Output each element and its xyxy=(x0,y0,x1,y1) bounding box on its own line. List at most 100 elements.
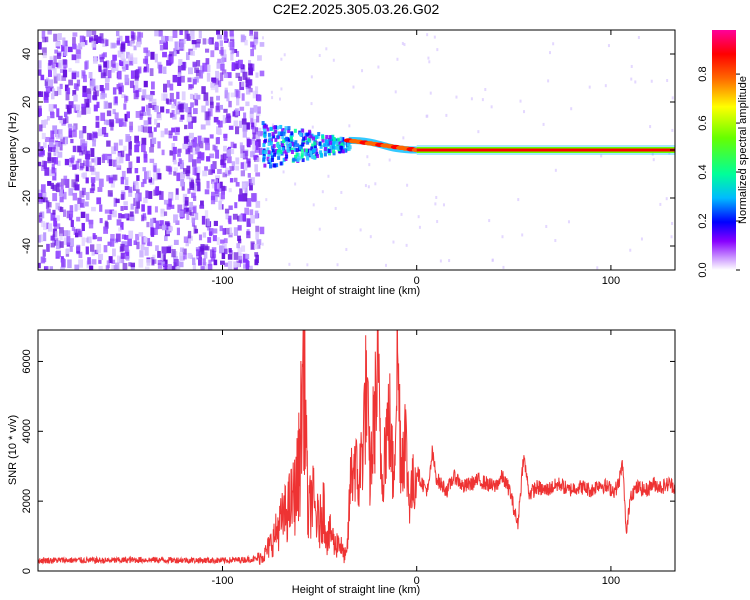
spectrogram-noise-cell xyxy=(253,244,259,250)
spectrogram-noise-cell xyxy=(221,58,225,65)
spectrogram-noise-cell xyxy=(72,192,78,201)
spectrogram-noise-cell xyxy=(173,171,177,176)
spectrogram-sparse-cell xyxy=(394,90,397,94)
spectrogram-noise-cell xyxy=(75,104,81,111)
spectrogram-transition-cell xyxy=(323,146,327,151)
spectrogram-noise-cell xyxy=(91,184,96,191)
spectrogram-noise-cell xyxy=(84,61,88,70)
spectrogram-noise-cell xyxy=(123,145,127,152)
spectrogram-noise-cell xyxy=(168,130,173,135)
spectrogram-noise-cell xyxy=(156,122,161,128)
spectrogram-transition-cell xyxy=(262,124,266,129)
spectrogram-noise-cell xyxy=(149,94,154,102)
spectrogram-noise-cell xyxy=(206,224,211,231)
spectrogram-noise-cell xyxy=(81,173,85,178)
spectrogram-noise-cell xyxy=(124,113,128,122)
spectrogram-transition-cell xyxy=(269,160,273,165)
spectrogram-noise-cell xyxy=(192,195,197,202)
spectrogram-noise-cell xyxy=(202,38,207,45)
spectrogram-noise-cell xyxy=(257,106,261,114)
spectrogram-noise-cell xyxy=(221,245,225,254)
spectrogram-sparse-cell xyxy=(261,242,264,246)
spectrogram-noise-cell xyxy=(154,118,158,125)
spectrogram-noise-cell xyxy=(126,51,130,59)
spectrogram-noise-cell xyxy=(94,156,98,166)
spectrogram-noise-cell xyxy=(223,145,227,152)
spectrogram-transition-cell xyxy=(325,139,329,144)
spectrogram-xtick-label: 0 xyxy=(414,275,420,287)
spectrogram-noise-cell xyxy=(134,167,139,174)
spectrogram-noise-cell xyxy=(46,208,51,214)
spectrogram-noise-cell xyxy=(80,139,86,148)
spectrogram-sparse-cell xyxy=(548,51,551,55)
spectrogram-noise-cell xyxy=(132,182,137,191)
spectrogram-noise-cell xyxy=(98,178,104,187)
spectrogram-transition-cell xyxy=(280,143,284,148)
spectrogram-noise-cell xyxy=(137,37,142,45)
spectrogram-noise-cell xyxy=(255,111,261,117)
spectrogram-noise-cell xyxy=(99,218,103,224)
spectrogram-noise-cell xyxy=(166,229,171,235)
spectrogram-noise-cell xyxy=(205,100,209,106)
spectrogram-noise-cell xyxy=(57,33,62,41)
spectrogram-noise-cell xyxy=(110,180,115,188)
spectrogram-noise-cell xyxy=(207,263,213,270)
spectrogram-noise-cell xyxy=(59,227,64,237)
spectrogram-transition-cell xyxy=(269,141,273,146)
spectrogram-transition-cell xyxy=(282,139,286,144)
spectrogram-noise-cell xyxy=(169,51,174,57)
spectrogram-noise-cell xyxy=(66,210,71,219)
spectrogram-noise-cell xyxy=(247,173,251,178)
spectrogram-noise-cell xyxy=(221,186,225,195)
spectrogram-noise-cell xyxy=(228,248,232,253)
colorbar-label: Normalized spectral amplitude xyxy=(737,76,749,224)
spectrogram-noise-cell xyxy=(224,227,230,235)
spectrogram-transition-cell xyxy=(269,138,273,143)
spectrogram-noise-cell xyxy=(189,181,195,191)
spectrogram-noise-cell xyxy=(215,84,219,93)
spectrogram-noise-cell xyxy=(53,75,58,84)
spectrogram-noise-cell xyxy=(171,249,176,258)
spectrogram-noise-cell xyxy=(192,166,197,176)
spectrogram-sparse-cell xyxy=(366,155,369,159)
spectrogram-noise-cell xyxy=(144,266,150,270)
spectrogram-noise-cell xyxy=(55,133,60,140)
spectrogram-transition-cell xyxy=(262,157,266,162)
spectrogram-noise-cell xyxy=(86,132,92,140)
spectrogram-noise-cell xyxy=(86,107,91,114)
spectrogram-xtick-label: 100 xyxy=(602,275,620,287)
spectrogram-noise-cell xyxy=(164,128,168,135)
spectrogram-sparse-cell xyxy=(517,198,520,202)
spectrogram-noise-cell xyxy=(159,191,164,200)
spectrogram-noise-cell xyxy=(68,188,74,196)
spectrogram-noise-cell xyxy=(195,146,200,152)
spectrogram-noise-cell xyxy=(73,229,78,235)
spectrogram-noise-cell xyxy=(120,51,125,60)
spectrogram-noise-cell xyxy=(91,250,95,256)
spectrogram-sparse-cell xyxy=(439,259,442,263)
spectrogram-noise-cell xyxy=(221,49,227,58)
spectrogram-noise-cell xyxy=(95,115,100,121)
spectrogram-noise-cell xyxy=(235,262,241,268)
spectrogram-noise-cell xyxy=(179,247,185,253)
spectrogram-noise-cell xyxy=(217,182,222,192)
spectrogram-noise-cell xyxy=(82,126,87,134)
spectrogram-noise-cell xyxy=(118,86,122,95)
spectrogram-noise-cell xyxy=(104,220,108,227)
spectrogram-transition-cell xyxy=(330,135,334,140)
spectrogram-carrier-line xyxy=(416,148,675,152)
spectrogram-noise-cell xyxy=(38,91,42,96)
spectrogram-transition-cell xyxy=(278,145,282,150)
spectrogram-noise-cell xyxy=(103,100,108,109)
spectrogram-noise-cell xyxy=(216,95,221,101)
spectrogram-noise-cell xyxy=(230,141,235,148)
spectrogram-noise-cell xyxy=(109,209,115,215)
spectrogram-noise-cell xyxy=(242,131,247,138)
spectrogram-sparse-cell xyxy=(327,174,330,178)
spectrogram-noise-cell xyxy=(211,179,215,184)
spectrogram-noise-cell xyxy=(200,244,205,252)
spectrogram-noise-cell xyxy=(186,114,191,123)
spectrogram-noise-cell xyxy=(206,72,211,82)
spectrogram-noise-cell xyxy=(55,183,60,193)
spectrogram-noise-cell xyxy=(255,231,259,240)
